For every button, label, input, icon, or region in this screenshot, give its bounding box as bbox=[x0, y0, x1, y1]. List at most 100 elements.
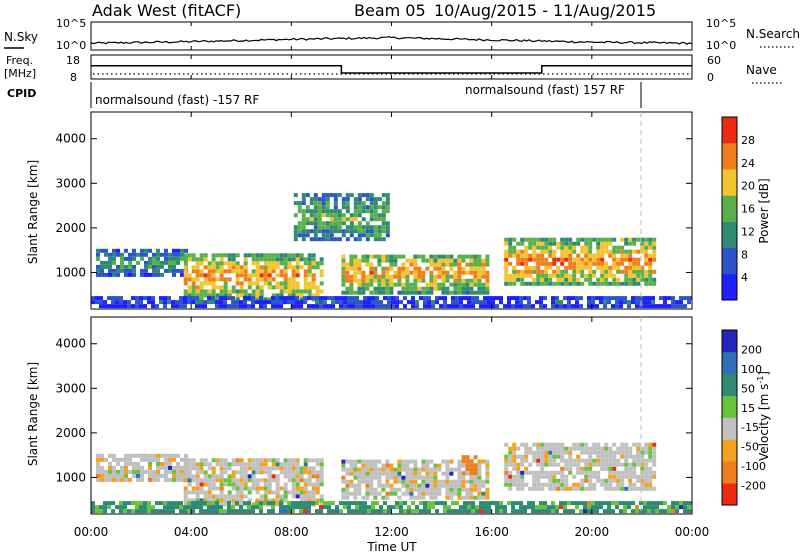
heatmap-cell bbox=[369, 225, 374, 230]
heatmap-cell bbox=[353, 201, 358, 206]
heatmap-cell bbox=[536, 273, 541, 278]
heatmap-cell bbox=[425, 483, 430, 488]
heatmap-cell bbox=[417, 495, 422, 500]
heatmap-cell bbox=[473, 290, 478, 295]
heatmap-cell bbox=[96, 272, 100, 277]
heatmap-cell bbox=[631, 501, 635, 506]
heatmap-cell bbox=[140, 457, 144, 462]
heatmap-cell bbox=[441, 479, 446, 484]
heatmap-cell bbox=[515, 300, 519, 305]
heatmap-cell bbox=[508, 237, 513, 242]
heatmap-cell bbox=[556, 265, 561, 270]
heatmap-cell bbox=[512, 269, 517, 274]
heatmap-cell bbox=[425, 286, 430, 291]
heatmap-cell bbox=[303, 269, 308, 274]
heatmap-cell bbox=[195, 494, 200, 499]
heatmap-cell bbox=[96, 248, 100, 253]
heatmap-cell bbox=[187, 462, 192, 467]
heatmap-cell bbox=[132, 248, 136, 253]
heatmap-cell bbox=[599, 505, 603, 510]
heatmap-cell bbox=[211, 494, 216, 499]
heatmap-cell bbox=[632, 470, 637, 475]
heatmap-cell bbox=[333, 209, 338, 214]
heatmap-cell bbox=[373, 471, 378, 476]
heatmap-cell bbox=[445, 491, 450, 496]
heatmap-cell bbox=[652, 269, 657, 274]
heatmap-cell bbox=[131, 509, 135, 514]
heatmap-cell bbox=[283, 277, 288, 282]
heatmap-cell bbox=[303, 281, 308, 286]
heatmap-cell bbox=[572, 273, 577, 278]
heatmap-cell bbox=[143, 501, 147, 506]
heatmap-cell bbox=[459, 296, 463, 301]
heatmap-cell bbox=[303, 482, 308, 487]
cpid-left-program: normalsound (fast) -157 RF bbox=[95, 93, 259, 107]
heatmap-cell bbox=[259, 458, 264, 463]
heatmap-cell bbox=[160, 260, 164, 265]
heatmap-cell bbox=[383, 509, 387, 514]
heatmap-cell bbox=[164, 465, 168, 470]
heatmap-cell bbox=[349, 233, 354, 238]
heatmap-cell bbox=[397, 266, 402, 271]
heatmap-cell bbox=[271, 300, 275, 305]
heatmap-cell bbox=[239, 505, 243, 510]
heatmap-cell bbox=[580, 265, 585, 270]
heatmap-cell bbox=[377, 491, 382, 496]
heatmap-cell bbox=[180, 473, 184, 478]
heatmap-cell bbox=[203, 494, 208, 499]
heatmap-cell bbox=[449, 274, 454, 279]
heatmap-cell bbox=[431, 501, 435, 506]
heatmap-cell bbox=[576, 442, 581, 447]
heatmap-cell bbox=[584, 446, 589, 451]
heatmap-cell bbox=[584, 265, 589, 270]
heatmap-cell bbox=[560, 269, 565, 274]
heatmap-cell bbox=[309, 201, 314, 206]
heatmap-cell bbox=[433, 471, 438, 476]
heatmap-cell bbox=[413, 278, 418, 283]
heatmap-cell bbox=[199, 297, 204, 302]
heatmap-cell bbox=[604, 281, 609, 286]
heatmap-cell bbox=[223, 285, 228, 290]
heatmap-cell bbox=[377, 471, 382, 476]
heatmap-cell bbox=[180, 457, 184, 462]
heatmap-cell bbox=[373, 487, 378, 492]
velocity-colorbar-tick: -100 bbox=[741, 460, 766, 473]
heatmap-cell bbox=[259, 300, 263, 305]
heatmap-cell bbox=[155, 501, 159, 506]
heatmap-cell bbox=[592, 486, 597, 491]
heatmap-cell bbox=[369, 205, 374, 210]
heatmap-cell bbox=[640, 273, 645, 278]
heatmap-cell bbox=[503, 509, 507, 514]
heatmap-cell bbox=[560, 245, 565, 250]
heatmap-cell bbox=[385, 201, 390, 206]
heatmap-cell bbox=[187, 474, 192, 479]
heatmap-cell bbox=[283, 498, 288, 503]
heatmap-cell bbox=[191, 458, 196, 463]
heatmap-cell bbox=[339, 509, 343, 514]
heatmap-cell bbox=[588, 281, 593, 286]
heatmap-cell bbox=[588, 261, 593, 266]
heatmap-cell bbox=[315, 486, 320, 491]
heatmap-cell bbox=[560, 486, 565, 491]
heatmap-cell bbox=[321, 229, 326, 234]
heatmap-cell bbox=[652, 257, 657, 262]
heatmap-cell bbox=[381, 217, 386, 222]
heatmap-cell bbox=[572, 265, 577, 270]
heatmap-cell bbox=[477, 258, 482, 263]
heatmap-cell bbox=[520, 253, 525, 258]
heatmap-cell bbox=[235, 269, 240, 274]
heatmap-cell bbox=[377, 258, 382, 263]
heatmap-cell bbox=[459, 300, 463, 305]
heatmap-cell bbox=[317, 221, 322, 226]
heatmap-cell bbox=[151, 509, 155, 514]
heatmap-cell bbox=[323, 501, 327, 506]
heatmap-cell bbox=[471, 505, 475, 510]
heatmap-cell bbox=[267, 470, 272, 475]
heatmap-cell bbox=[128, 256, 132, 261]
heatmap-cell bbox=[203, 509, 207, 514]
heatmap-cell bbox=[389, 471, 394, 476]
heatmap-cell bbox=[413, 286, 418, 291]
heatmap-cell bbox=[251, 261, 256, 266]
heatmap-cell bbox=[548, 261, 553, 266]
heatmap-cell bbox=[453, 282, 458, 287]
